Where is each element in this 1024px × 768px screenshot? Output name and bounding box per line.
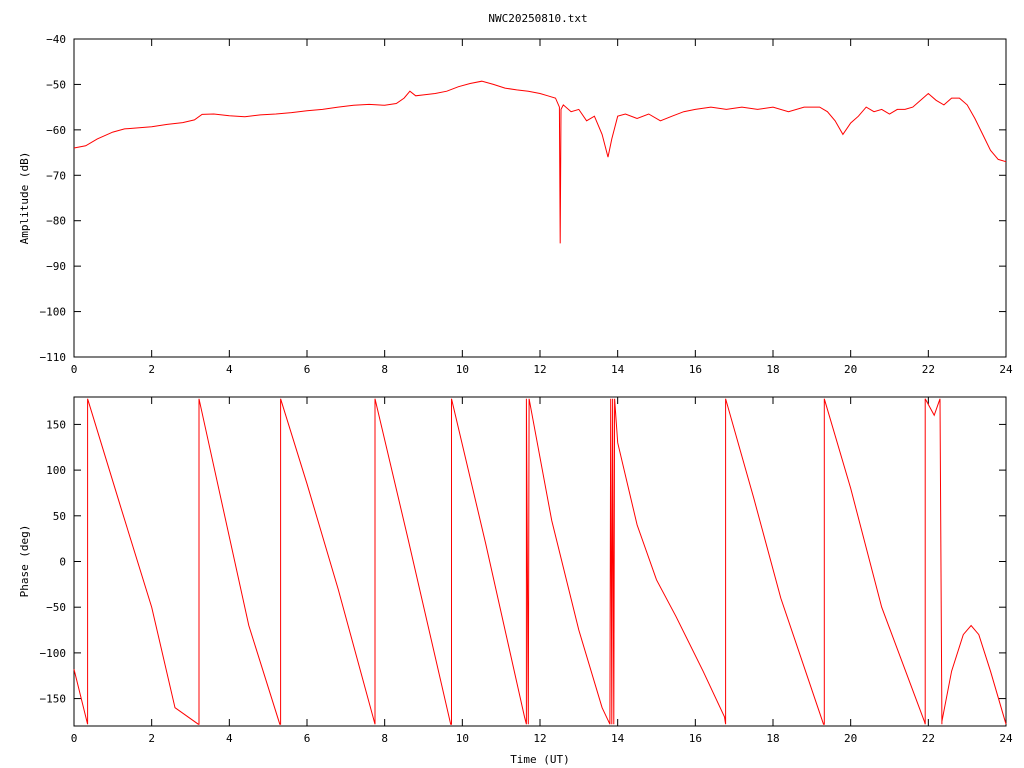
phase-plot-frame — [73, 396, 1007, 727]
amplitude-x-tick-label: 6 — [304, 363, 311, 376]
amplitude-ticks: 0 2 4 6 8 10 12 14 16 18 20 22 24−40−50−60−70−80−90−… — [40, 33, 1013, 376]
phase-y-tick-label: −150 — [40, 693, 67, 706]
amplitude-y-axis-title: Amplitude (dB) — [18, 152, 31, 245]
phase-x-tick-label: 20 — [844, 732, 857, 745]
phase-x-tick-label: 0 — [71, 732, 78, 745]
phase-x-tick-label: 22 — [922, 732, 935, 745]
amplitude-x-tick-label: 22 — [922, 363, 935, 376]
phase-y-tick-label: 150 — [46, 418, 66, 431]
amplitude-x-tick-label: 12 — [533, 363, 546, 376]
amplitude-x-tick-label: 20 — [844, 363, 857, 376]
amplitude-series — [73, 80, 1007, 244]
phase-x-tick-label: 6 — [304, 732, 311, 745]
amplitude-y-tick-label: −70 — [46, 169, 66, 182]
amplitude-x-tick-label: 10 — [456, 363, 469, 376]
amplitude-x-tick-label: 2 — [148, 363, 155, 376]
amplitude-y-tick-label: −60 — [46, 124, 66, 137]
chart-title: NWC20250810.txt — [488, 12, 587, 25]
amplitude-y-tick-label: −90 — [46, 260, 66, 273]
phase-y-tick-label: −100 — [40, 647, 67, 660]
amplitude-plot-frame — [73, 38, 1007, 358]
phase-x-tick-label: 16 — [689, 732, 702, 745]
amplitude-panel: 0 2 4 6 8 10 12 14 16 18 20 22 24−40−50−60−70−80−90−… — [18, 33, 1013, 376]
amplitude-y-tick-label: −80 — [46, 215, 66, 228]
phase-panel: 0 2 4 6 8 10 12 14 16 18 20 22 24150100500−50−100−15… — [18, 396, 1013, 766]
amplitude-y-tick-label: −110 — [40, 351, 67, 364]
phase-x-tick-label: 24 — [999, 732, 1013, 745]
phase-y-tick-label: 50 — [53, 510, 66, 523]
phase-y-tick-label: −50 — [46, 601, 66, 614]
amplitude-series-line — [73, 80, 1007, 244]
amplitude-y-tick-label: −50 — [46, 78, 66, 91]
amplitude-y-tick-label: −40 — [46, 33, 66, 46]
phase-x-tick-label: 18 — [766, 732, 779, 745]
amplitude-y-tick-label: −100 — [40, 306, 67, 319]
amplitude-x-tick-label: 0 — [71, 363, 78, 376]
time-x-axis-title: Time (UT) — [510, 753, 570, 766]
amplitude-x-tick-label: 24 — [999, 363, 1013, 376]
phase-x-tick-label: 14 — [611, 732, 625, 745]
phase-x-tick-label: 4 — [226, 732, 233, 745]
amplitude-x-tick-label: 8 — [381, 363, 388, 376]
phase-x-tick-label: 12 — [533, 732, 546, 745]
amplitude-x-tick-label: 18 — [766, 363, 779, 376]
phase-series — [73, 398, 1007, 725]
phase-x-tick-label: 2 — [148, 732, 155, 745]
amplitude-x-tick-label: 14 — [611, 363, 625, 376]
phase-y-tick-label: 100 — [46, 464, 66, 477]
amplitude-x-tick-label: 16 — [689, 363, 702, 376]
amplitude-x-tick-label: 4 — [226, 363, 233, 376]
phase-x-tick-label: 8 — [381, 732, 388, 745]
phase-ticks: 0 2 4 6 8 10 12 14 16 18 20 22 24150100500−50−100−15… — [40, 397, 1013, 745]
phase-x-tick-label: 10 — [456, 732, 469, 745]
phase-series-line — [73, 398, 1007, 725]
phase-y-tick-label: 0 — [59, 556, 66, 569]
phase-y-axis-title: Phase (deg) — [18, 525, 31, 598]
